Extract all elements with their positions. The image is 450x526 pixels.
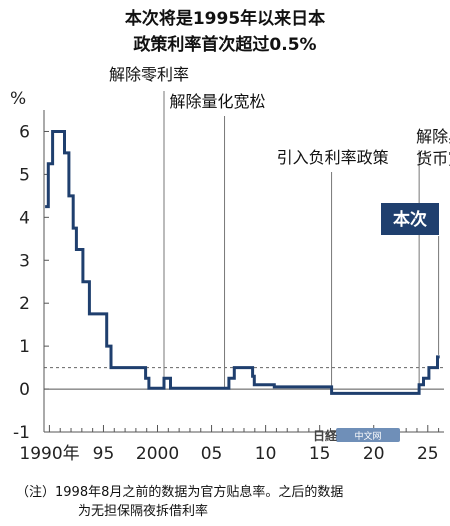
- x-tick-label-0: 1990年: [19, 444, 79, 464]
- annotation-label-3-1: 货币宽松: [416, 149, 450, 168]
- x-tick-label-5: 15: [309, 444, 331, 464]
- x-tick-label-4: 10: [255, 444, 277, 464]
- y-tick-label-1: 5: [19, 165, 30, 185]
- annotation-label-1-0: 解除量化宽松: [170, 92, 266, 111]
- footnote-line-1: （注）1998年8月之前的数据为官方贴息率。之后的数据: [16, 484, 343, 500]
- y-tick-label-6: 0: [19, 380, 30, 400]
- y-tick-label-7: -1: [13, 423, 30, 443]
- x-tick-label-7: 25: [417, 444, 439, 464]
- y-tick-label-4: 2: [19, 294, 30, 314]
- y-tick-label-3: 3: [19, 251, 30, 271]
- series-layer: [45, 130, 440, 395]
- annotation-label-3-0: 解除异次元: [416, 127, 450, 146]
- callout-label: 本次: [393, 209, 427, 230]
- x-tick-label-3: 05: [201, 444, 223, 464]
- watermark-text: 中文网: [354, 430, 381, 442]
- annotation-label-2-0: 引入负利率政策: [277, 148, 389, 167]
- chart-title-line-2: 政策利率首次超过0.5%: [133, 34, 316, 55]
- watermark-stamp: 日経: [313, 428, 338, 443]
- y-tick-label-0: 6: [19, 122, 30, 142]
- annotation-label-0-0: 解除零利率: [109, 65, 189, 84]
- series-line-0: [45, 130, 440, 395]
- x-tick-label-2: 2000: [136, 444, 179, 464]
- footnote-line-2: 为无担保隔夜拆借利率: [78, 503, 208, 519]
- reference-layer: [44, 367, 444, 390]
- y-axis-unit-label: %: [10, 89, 26, 109]
- x-tick-label-6: 20: [363, 444, 385, 464]
- y-tick-label-2: 4: [19, 208, 30, 228]
- x-tick-label-1: 95: [93, 444, 115, 464]
- watermark-logo: 日経 中文网: [313, 428, 400, 443]
- chart-title-line-1: 本次将是1995年以来日本: [125, 8, 325, 29]
- callout-box: [381, 203, 439, 235]
- y-tick-label-5: 1: [19, 337, 30, 357]
